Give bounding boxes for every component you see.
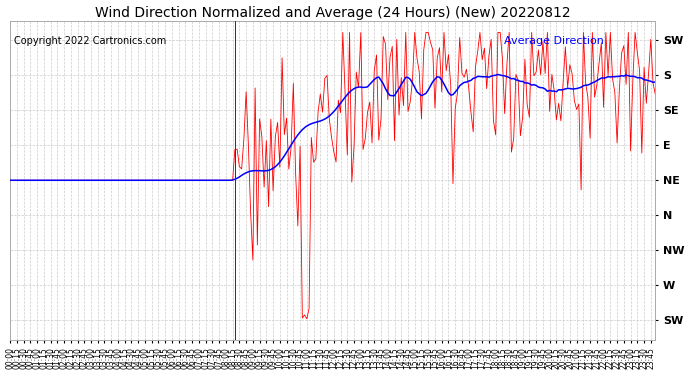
Title: Wind Direction Normalized and Average (24 Hours) (New) 20220812: Wind Direction Normalized and Average (2…	[95, 6, 571, 20]
Text: Copyright 2022 Cartronics.com: Copyright 2022 Cartronics.com	[14, 36, 166, 46]
Text: Average Direction: Average Direction	[504, 36, 603, 46]
